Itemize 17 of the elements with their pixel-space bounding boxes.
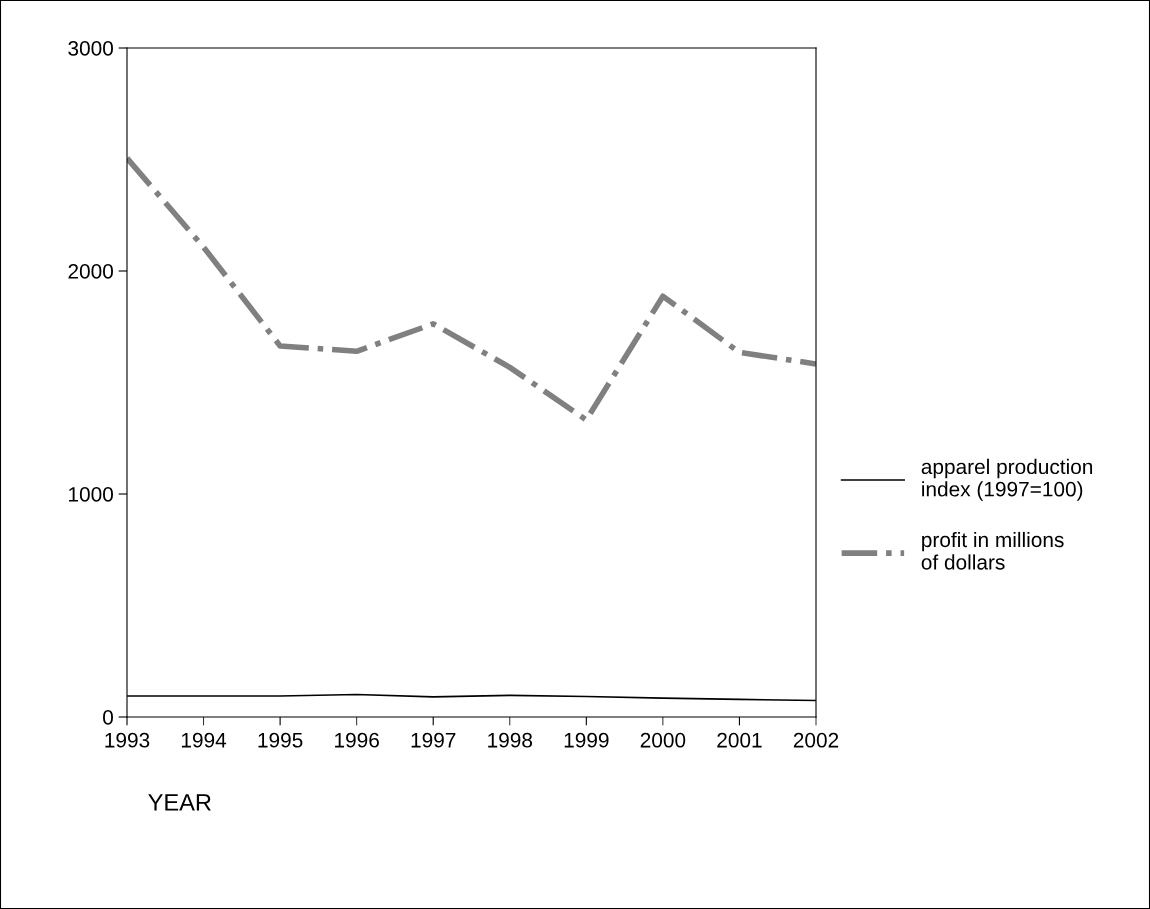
y-tick-label: 0: [103, 710, 113, 725]
y-tick-label: 2000: [68, 264, 113, 279]
legend-label: apparel production index (1997=100): [921, 458, 1093, 501]
y-tick-label: 1000: [69, 487, 113, 502]
x-axis-title: YEAR: [148, 794, 211, 811]
x-tick-label: 2000: [640, 732, 686, 748]
x-tick-label: 1999: [564, 732, 609, 748]
x-tick-label: 2002: [793, 732, 839, 748]
x-tick-label: 1994: [181, 732, 227, 748]
y-tick-label: 3000: [68, 41, 113, 56]
x-tick-label: 1998: [488, 732, 533, 748]
x-tick-label: 2001: [717, 732, 762, 748]
x-tick-label: 1993: [105, 732, 150, 748]
x-tick-label: 1996: [335, 732, 379, 748]
x-tick-label: 1997: [411, 732, 456, 748]
x-tick-label: 1995: [258, 732, 303, 748]
legend-label: profit in millions of dollars: [921, 531, 1064, 570]
